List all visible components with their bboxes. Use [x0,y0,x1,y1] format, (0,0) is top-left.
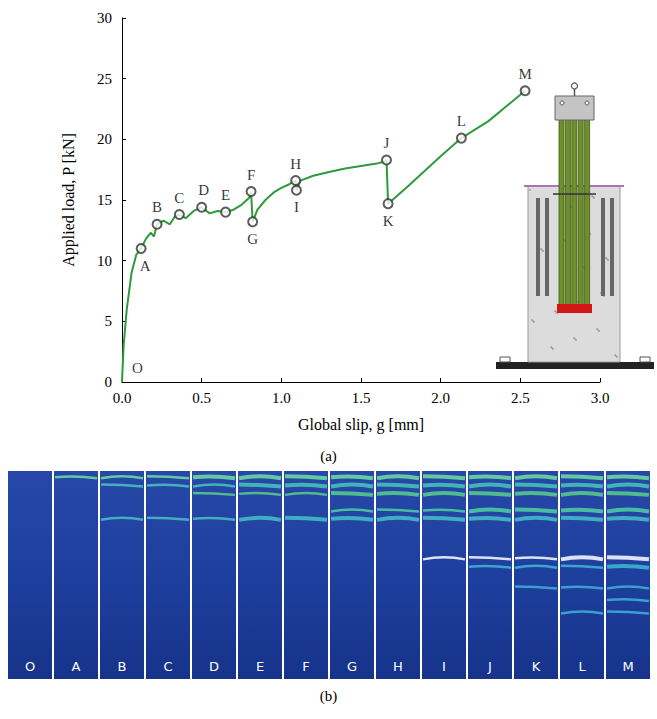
html-text:(a): (a) [320,448,337,464]
svg-text:F: F [247,167,255,183]
svg-text:30: 30 [97,10,112,26]
svg-text:Applied load, P [kN]: Applied load, P [kN] [60,133,78,267]
svg-text:0: 0 [105,374,113,390]
svg-text:O: O [25,659,35,674]
svg-text:Global slip, g [mm]: Global slip, g [mm] [298,416,424,434]
svg-text:0.5: 0.5 [192,390,211,406]
svg-text:M: M [518,66,531,82]
svg-text:K: K [532,659,541,674]
svg-text:10: 10 [97,253,112,269]
svg-text:20: 20 [97,131,112,147]
svg-text:A: A [72,659,81,674]
svg-text:J: J [487,659,492,674]
svg-text:G: G [347,659,357,674]
svg-text:H: H [290,156,301,172]
svg-text:1.0: 1.0 [272,390,291,406]
svg-text:I: I [294,199,299,215]
svg-text:M: M [622,659,633,674]
svg-text:A: A [140,258,151,274]
svg-text:3.0: 3.0 [591,390,610,406]
svg-text:D: D [209,659,219,674]
svg-text:B: B [118,659,127,674]
html-text:(b): (b) [319,688,338,704]
svg-text:H: H [393,659,403,674]
svg-text:1.5: 1.5 [352,390,371,406]
svg-text:B: B [152,199,162,215]
svg-text:E: E [221,187,230,203]
svg-text:D: D [198,182,209,198]
svg-text:F: F [302,659,309,674]
svg-text:L: L [457,113,466,129]
svg-text:E: E [256,659,264,674]
svg-text:2.5: 2.5 [511,390,530,406]
svg-text:25: 25 [97,71,112,87]
svg-text:15: 15 [97,192,112,208]
svg-text:L: L [578,659,586,674]
svg-text:I: I [442,659,446,674]
svg-text:K: K [383,213,394,229]
svg-text:2.0: 2.0 [431,390,450,406]
svg-text:5: 5 [105,313,113,329]
svg-text:C: C [174,190,184,206]
svg-text:G: G [247,231,258,247]
svg-text:C: C [163,659,172,674]
svg-text:J: J [384,135,390,151]
svg-text:0.0: 0.0 [113,390,132,406]
svg-text:O: O [132,360,143,376]
